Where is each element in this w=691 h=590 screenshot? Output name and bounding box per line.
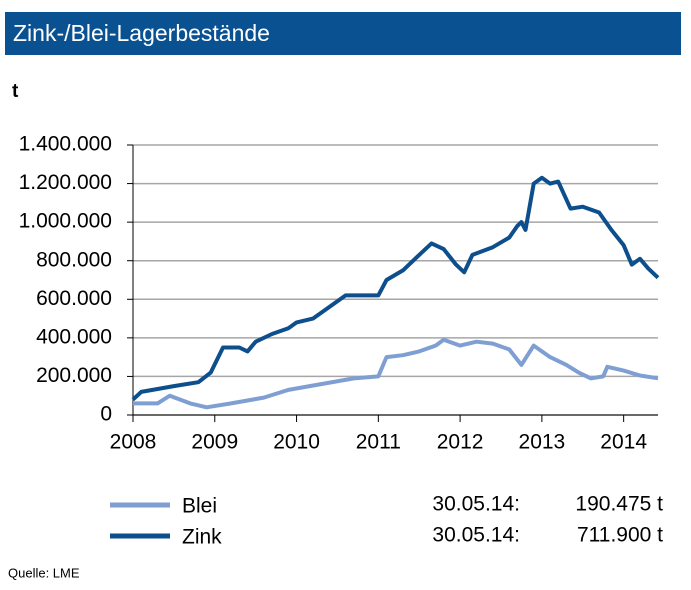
y-tick-label: 1.400.000 [19,133,112,156]
y-tick-label: 200.000 [36,364,112,387]
series-line [131,175,660,402]
legend-label: Blei [182,495,217,518]
series-line [133,337,659,410]
legend-value: 711.900 t [577,524,663,547]
y-tick-label: 0 [100,403,112,426]
legend-value: 190.475 t [575,493,663,516]
source: Quelle: LME [8,565,80,580]
x-tick-label: 2009 [191,431,238,454]
x-tick-label: 2012 [437,431,484,454]
title-bar [5,12,681,55]
x-tick-label: 2008 [110,431,157,454]
x-tick-label: 2014 [600,431,647,454]
legend-label: Zink [182,526,222,549]
x-tick-label: 2013 [519,431,566,454]
y-axis-unit: t [12,81,19,102]
x-tick-label: 2011 [356,431,401,454]
y-tick-label: 400.000 [36,325,112,348]
y-tick-label: 600.000 [36,287,112,310]
legend-date: 30.05.14: [432,493,520,516]
y-tick-label: 1.200.000 [19,171,112,194]
x-tick-label: 2010 [273,431,320,454]
chart-title: Zink-/Blei-Lagerbestände [13,20,270,46]
y-tick-label: 800.000 [36,248,112,271]
legend-date: 30.05.14: [432,524,520,547]
y-tick-label: 1.000.000 [19,210,112,233]
